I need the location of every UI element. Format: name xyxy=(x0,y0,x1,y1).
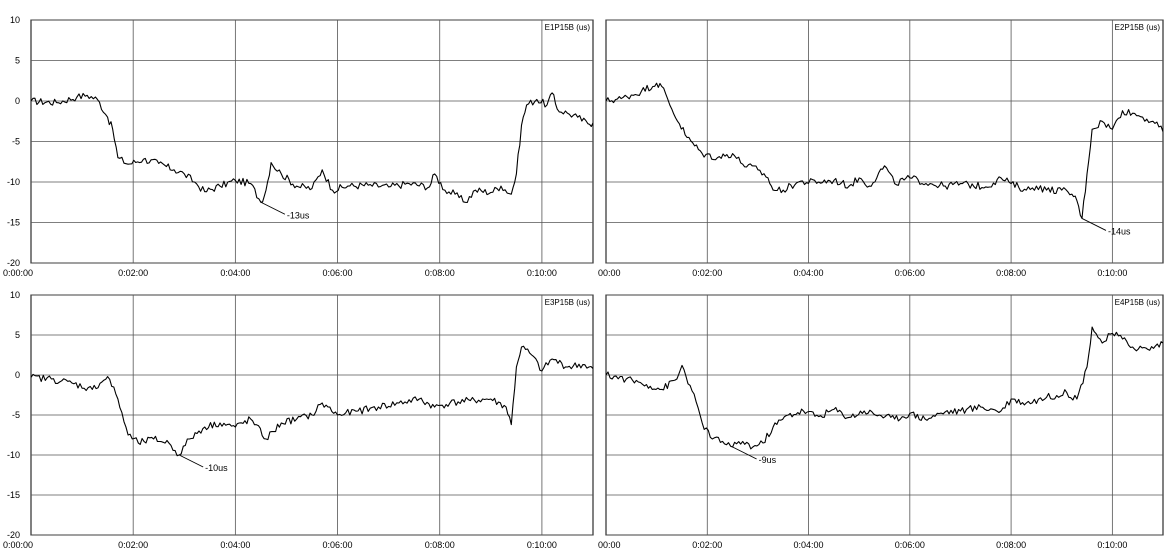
x-tick-label: 00:00 xyxy=(598,540,621,550)
chart-title: E3P15B (us) xyxy=(545,298,591,307)
x-tick-label: 0:04:00 xyxy=(220,540,250,550)
x-tick-label: 0:02:00 xyxy=(118,540,148,550)
x-tick-label: 0:08:00 xyxy=(425,540,455,550)
y-tick-label: 10 xyxy=(10,15,20,25)
x-tick-label: 0:02:00 xyxy=(118,268,148,278)
annotation-label: -14us xyxy=(1108,226,1131,236)
y-tick-label: -5 xyxy=(12,410,20,420)
x-tick-label: 0:04:00 xyxy=(794,540,824,550)
y-tick-label: 0 xyxy=(15,96,20,106)
x-tick-label: 0:10:00 xyxy=(1097,268,1127,278)
x-tick-label: 0:06:00 xyxy=(895,540,925,550)
x-tick-label: 00:00 xyxy=(598,268,621,278)
x-tick-label: 0:06:00 xyxy=(323,540,353,550)
x-tick-label: 0:02:00 xyxy=(692,540,722,550)
x-tick-label: 0:04:00 xyxy=(220,268,250,278)
x-tick-label: 0:08:00 xyxy=(996,540,1026,550)
x-tick-label: 0:02:00 xyxy=(692,268,722,278)
chart-title: E2P15B (us) xyxy=(1115,23,1161,32)
y-tick-label: -10 xyxy=(7,450,20,460)
y-tick-label: 0 xyxy=(15,370,20,380)
y-tick-label: -15 xyxy=(7,218,20,228)
annotation-leader xyxy=(1081,218,1107,231)
y-tick-label: -5 xyxy=(12,137,20,147)
series-line xyxy=(30,345,594,457)
chart-panel-1: 10 5 0 -5 -10 -15 -200:00:00 0:02:00 0:04:00 0:06… xyxy=(3,15,594,278)
annotation-leader xyxy=(260,201,286,215)
y-tick-label: -20 xyxy=(7,258,20,268)
annotation-label: -10us xyxy=(205,463,228,473)
y-tick-label: 10 xyxy=(10,290,20,300)
y-tick-label: -20 xyxy=(7,530,20,540)
x-tick-label: 0:10:00 xyxy=(527,268,557,278)
chart-panel-2: 00:00 0:02:00 0:04:00 0:06:00 0:08:00 0:10:00… xyxy=(598,19,1164,278)
annotation-label: -9us xyxy=(759,455,777,465)
series-line xyxy=(605,326,1164,450)
x-tick-label: 0:00:00 xyxy=(3,540,33,550)
x-tick-label: 0:00:00 xyxy=(3,268,33,278)
chart-panel-3: 10 5 0 -5 -10 -15 -200:00:00 0:02:00 0:04:00 0:06… xyxy=(3,290,594,550)
chart-panel-4: 00:00 0:02:00 0:04:00 0:06:00 0:08:00 0:10:00… xyxy=(598,294,1164,550)
x-tick-label: 0:08:00 xyxy=(425,268,455,278)
series-line xyxy=(605,82,1164,219)
annotation-leader xyxy=(178,454,204,468)
y-tick-label: -15 xyxy=(7,490,20,500)
y-tick-label: 5 xyxy=(15,330,20,340)
chart-title: E4P15B (us) xyxy=(1115,298,1161,307)
annotation-label: -13us xyxy=(287,210,310,220)
x-tick-label: 0:04:00 xyxy=(794,268,824,278)
series-line xyxy=(30,92,594,204)
x-tick-label: 0:08:00 xyxy=(996,268,1026,278)
y-tick-label: 5 xyxy=(15,56,20,66)
x-tick-label: 0:10:00 xyxy=(527,540,557,550)
y-tick-label: -10 xyxy=(7,177,20,187)
x-tick-label: 0:06:00 xyxy=(895,268,925,278)
chart-title: E1P15B (us) xyxy=(545,23,591,32)
annotation-leader xyxy=(732,446,757,460)
x-tick-label: 0:10:00 xyxy=(1097,540,1127,550)
x-tick-label: 0:06:00 xyxy=(323,268,353,278)
